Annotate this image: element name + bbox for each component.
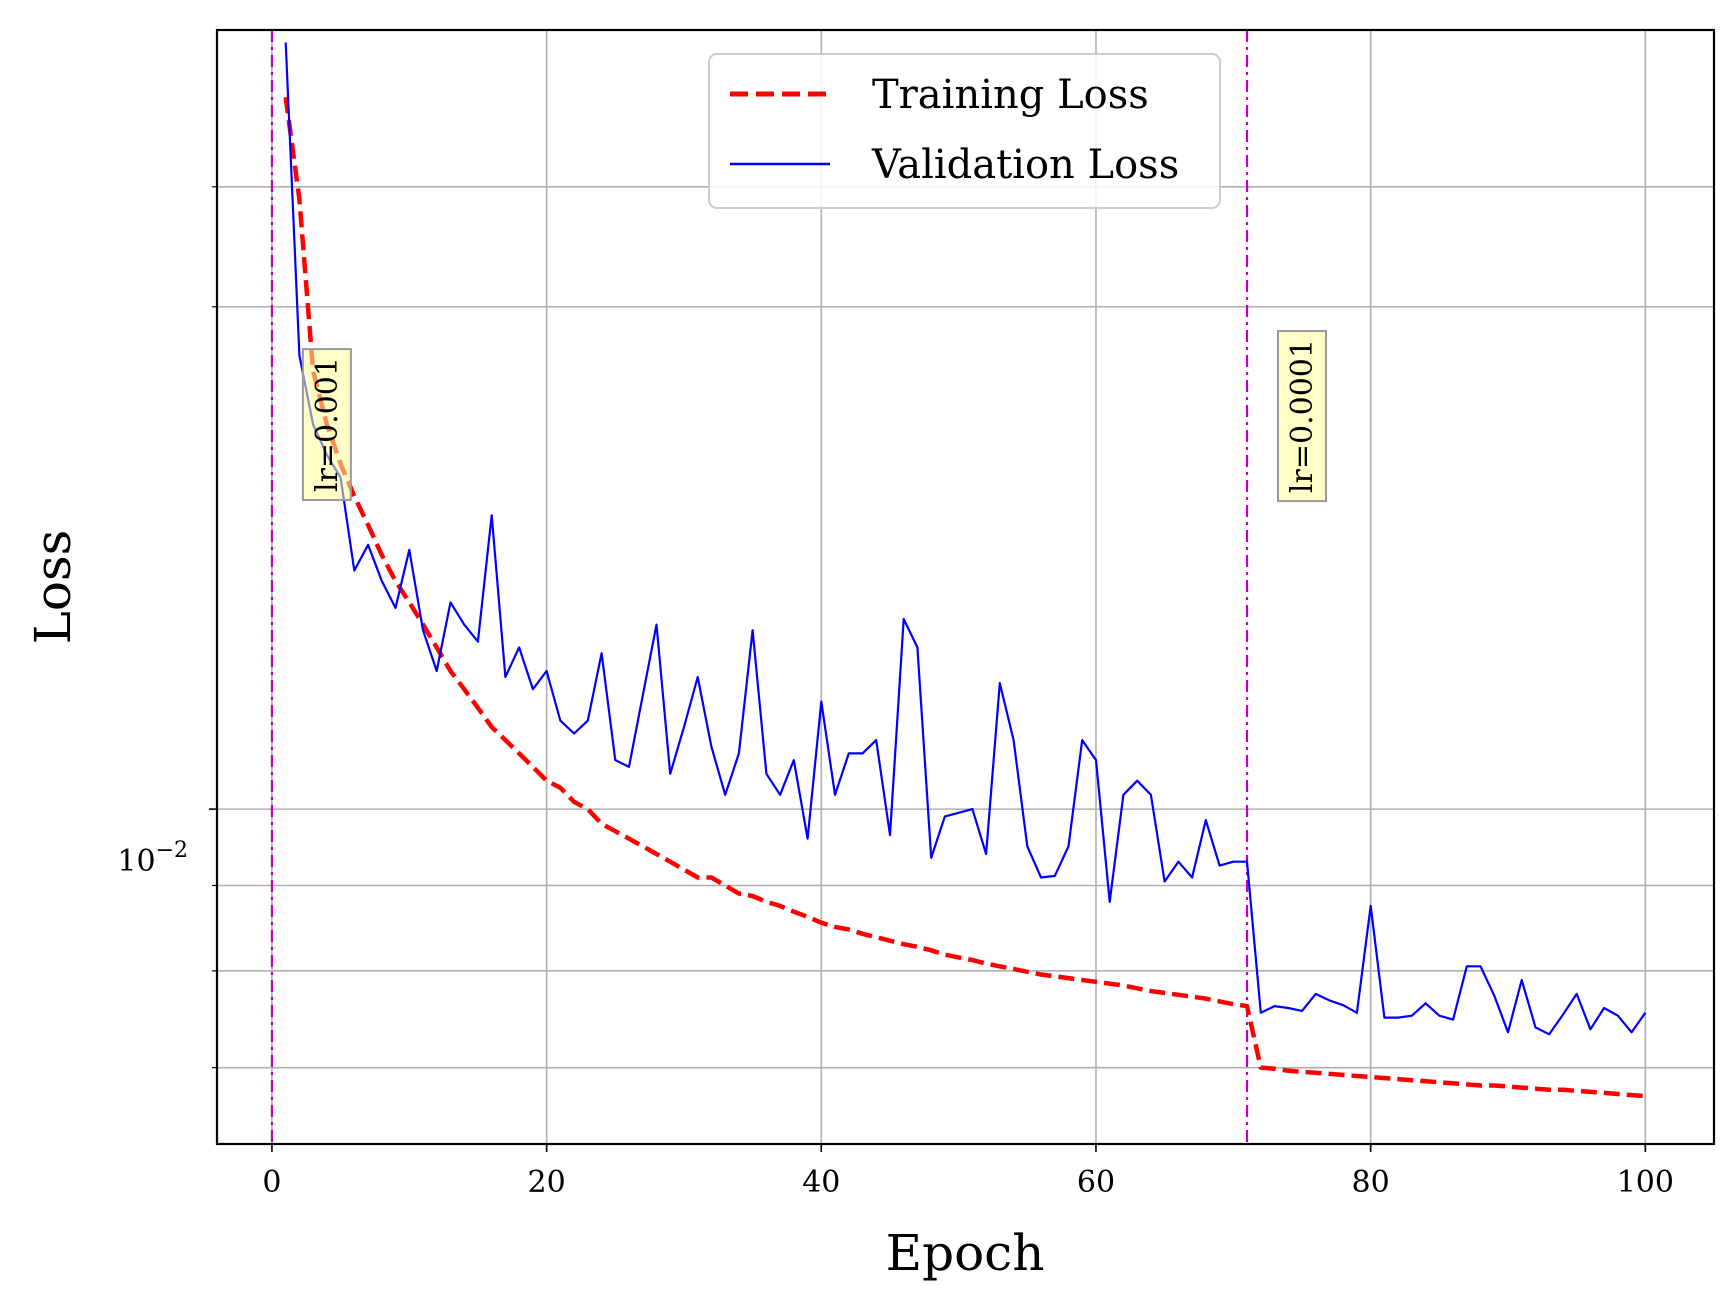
lr-annotation-label: lr=0.0001: [1285, 339, 1320, 493]
annotations: lr=0.001 lr=0.0001: [301, 330, 1327, 503]
x-tick-label: 20: [528, 1165, 566, 1200]
plot-area: [217, 30, 1714, 1144]
legend-box: [708, 53, 1221, 209]
x-axis-label: Epoch: [886, 1224, 1045, 1282]
x-tick-label: 40: [802, 1165, 840, 1200]
y-tick-base: 10: [117, 844, 155, 879]
lr-annotation-box: [301, 348, 352, 502]
legend-label-validation: Validation Loss: [871, 142, 1179, 188]
x-tick-label: 80: [1352, 1165, 1390, 1200]
lr-annotation: lr=0.001: [301, 348, 352, 502]
axes-frame: [215, 28, 1716, 1146]
x-tick-label: 100: [1617, 1165, 1674, 1200]
lr-annotation-box: [1276, 330, 1327, 503]
training-loss-line: [283, 97, 1646, 1099]
validation-loss-line: [284, 42, 1647, 1036]
x-tick-label: 60: [1077, 1165, 1115, 1200]
series: [283, 42, 1647, 1099]
y-tick-exponent: −2: [156, 838, 188, 863]
lr-annotation: lr=0.0001: [1276, 330, 1327, 503]
legend: Training Loss Validation Loss: [708, 53, 1221, 209]
legend-label-training: Training Loss: [872, 72, 1149, 118]
x-tick-label: 0: [262, 1165, 281, 1200]
lr-change-lines: [270, 30, 1249, 1144]
y-tick-label: 10−2: [117, 838, 188, 879]
y-axis-label: Loss: [24, 530, 82, 645]
ticks: 0 20 40 60 80 100: [209, 186, 1674, 1200]
lr-annotation-label: lr=0.001: [310, 357, 345, 492]
